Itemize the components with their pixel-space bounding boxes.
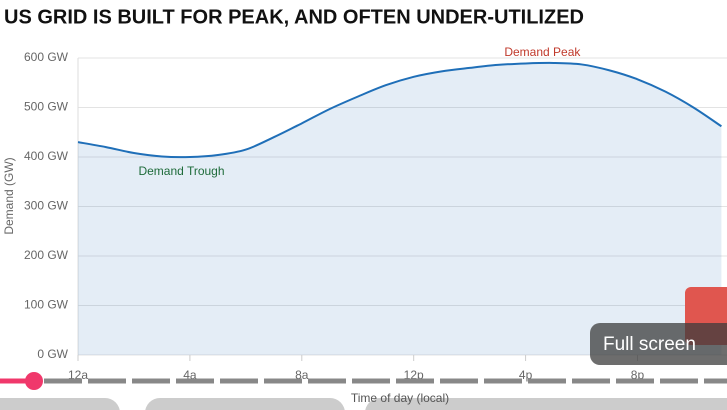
y-tick-label: 300 GW	[24, 199, 69, 213]
y-tick-label: 600 GW	[24, 50, 69, 64]
annotation: Demand Trough	[138, 164, 224, 178]
annotation: Demand Peak	[504, 45, 581, 59]
line	[77, 61, 722, 159]
area-fill	[78, 62, 722, 355]
fullscreen-button[interactable]	[590, 323, 727, 365]
y-tick-label: 500 GW	[24, 100, 69, 114]
y-tick-label: 100 GW	[24, 298, 69, 312]
y-tick-label: 0 GW	[37, 347, 68, 361]
chart-title: US GRID IS BUILT FOR PEAK, AND OFTEN UND…	[4, 6, 584, 28]
chip[interactable]	[0, 398, 120, 410]
chip[interactable]	[365, 398, 727, 410]
plot: 0 GW 100 GW 200 GW 300 GW 400 GW 500 GW 600 GW…	[24, 45, 727, 382]
y-axis-label: Demand (GW)	[2, 157, 16, 234]
y-tick-label: 200 GW	[24, 248, 69, 262]
progress-handle[interactable]	[25, 372, 43, 390]
chip[interactable]	[145, 398, 345, 410]
y-tick-label: 400 GW	[24, 149, 69, 163]
x-axis-label: Time of day (local)	[351, 391, 449, 405]
fullscreen-label[interactable]: Full screen	[603, 334, 696, 355]
